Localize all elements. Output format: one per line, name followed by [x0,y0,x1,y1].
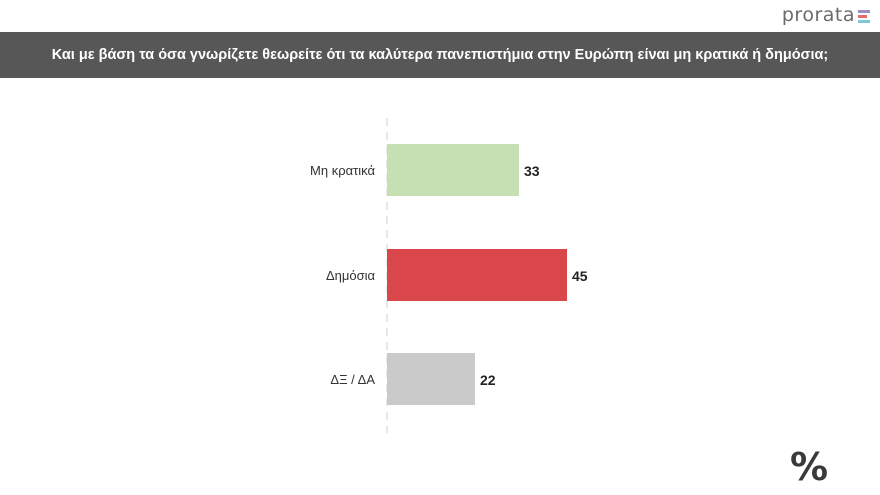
chart-title: Και με βάση τα όσα γνωρίζετε θεωρείτε ότ… [51,47,829,63]
title-bar: Και με βάση τα όσα γνωρίζετε θεωρείτε ότ… [0,32,880,78]
brand-bars-icon [858,9,870,23]
logo-bar-1 [858,9,870,13]
bars-group: Μη κρατικά 33 Δημόσια 45 ΔΞ / ΔΑ 22 [310,144,588,405]
percent-icon: % [790,445,829,489]
brand-logo: prorata [782,4,870,26]
bar-1 [387,249,567,301]
bar-2 [387,353,475,405]
category-label-0: Μη κρατικά [310,163,375,178]
value-label-2: 22 [480,372,496,388]
category-label-2: ΔΞ / ΔΑ [330,372,375,387]
logo-bar-2 [858,14,867,18]
value-label-0: 33 [524,163,540,179]
bar-0 [387,144,519,196]
logo-bar-3 [858,19,870,23]
brand-name: prorata [781,4,855,26]
category-label-1: Δημόσια [326,268,376,283]
value-label-1: 45 [572,268,588,284]
